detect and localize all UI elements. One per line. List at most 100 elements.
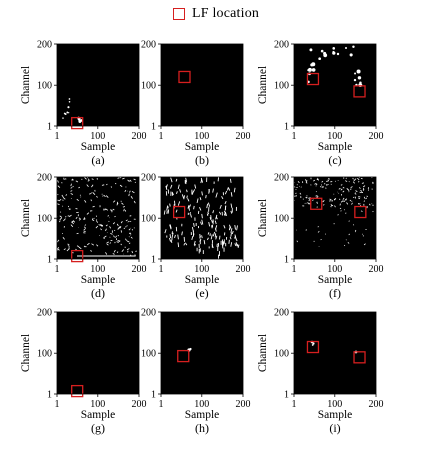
signal-stroke	[90, 249, 92, 252]
signal-stroke	[101, 184, 105, 186]
signal-stroke	[227, 187, 229, 191]
signal-stroke	[73, 220, 76, 223]
signal-stroke	[212, 188, 214, 193]
signal-stroke	[235, 242, 238, 247]
signal-stroke	[70, 183, 72, 187]
signal-stroke	[206, 203, 209, 209]
signal-stroke	[109, 226, 112, 229]
signal-stroke	[348, 220, 350, 222]
signal-stroke	[205, 195, 207, 199]
x-axis-label: Sample	[185, 141, 220, 153]
signal-stroke	[70, 190, 73, 192]
signal-stroke	[84, 199, 87, 203]
signal-point	[68, 98, 71, 100]
signal-point	[307, 68, 310, 72]
signal-stroke	[196, 198, 199, 204]
signal-stroke	[70, 224, 74, 228]
signal-stroke	[206, 237, 209, 241]
signal-point	[311, 344, 314, 346]
signal-stroke	[70, 187, 73, 189]
signal-point	[356, 69, 361, 74]
signal-stroke	[84, 177, 87, 180]
signal-stroke	[87, 180, 90, 182]
signal-stroke	[173, 200, 176, 206]
signal-stroke	[127, 220, 130, 223]
signal-stroke	[63, 248, 66, 250]
y-tick-label: 1	[151, 255, 156, 266]
signal-stroke	[194, 243, 196, 247]
signal-stroke	[189, 204, 191, 208]
signal-stroke	[116, 202, 119, 206]
x-axis-label: Sample	[318, 141, 353, 153]
signal-stroke	[107, 215, 110, 217]
lf-location-marker-icon	[173, 8, 185, 20]
signal-stroke	[229, 224, 231, 228]
signal-stroke	[115, 235, 117, 238]
signal-stroke	[121, 249, 125, 252]
signal-stroke	[358, 187, 361, 189]
signal-stroke	[191, 236, 194, 240]
signal-stroke	[329, 198, 332, 201]
signal-stroke	[164, 229, 167, 234]
x-tick-label: 200	[369, 399, 384, 410]
lf-location-marker	[353, 85, 366, 98]
lf-location-marker	[172, 205, 186, 219]
signal-stroke	[105, 252, 108, 255]
signal-stroke	[130, 220, 132, 223]
signal-stroke	[212, 231, 216, 237]
y-tick-label: 100	[141, 214, 156, 225]
signal-stroke	[349, 199, 352, 202]
signal-stroke	[354, 193, 357, 195]
signal-stroke	[105, 228, 107, 232]
signal-stroke	[117, 235, 120, 237]
signal-stroke	[236, 243, 239, 247]
x-tick-label: 100	[90, 264, 105, 275]
signal-stroke	[169, 224, 172, 230]
signal-point	[357, 76, 362, 80]
signal-stroke	[183, 195, 185, 200]
panel-c: 1 100 200 1 100 200 Sample Channel (c)	[257, 40, 384, 168]
signal-stroke	[166, 184, 168, 188]
signal-stroke	[129, 179, 132, 182]
signal-stroke	[123, 208, 125, 212]
signal-stroke	[223, 225, 226, 229]
signal-stroke	[128, 242, 131, 244]
signal-stroke	[234, 225, 236, 230]
signal-stroke	[230, 242, 233, 247]
signal-stroke	[215, 192, 218, 198]
signal-point	[68, 112, 70, 114]
panel-b: 1 100 200 1 100 200 Sample Channel (b)	[124, 40, 251, 168]
signal-stroke	[333, 197, 337, 201]
signal-stroke	[366, 195, 369, 197]
signal-stroke	[75, 216, 78, 219]
signal-stroke	[218, 211, 222, 215]
signal-stroke	[358, 196, 361, 198]
lf-location-marker	[177, 349, 190, 363]
y-tick-label: 200	[37, 308, 52, 319]
signal-stroke	[316, 202, 318, 204]
signal-stroke	[360, 210, 363, 212]
signal-stroke	[102, 195, 104, 197]
signal-stroke	[125, 219, 128, 222]
signal-point	[320, 49, 324, 53]
lf-location-marker	[178, 70, 191, 84]
signal-stroke	[110, 233, 113, 235]
y-tick-label: 100	[274, 81, 289, 92]
signal-stroke	[57, 248, 60, 251]
signal-stroke	[317, 230, 320, 233]
signal-stroke	[207, 232, 210, 235]
x-tick-label: 1	[159, 131, 164, 142]
panel-caption: (c)	[328, 153, 341, 167]
signal-stroke	[100, 223, 103, 226]
y-axis-label: Channel	[124, 334, 136, 372]
signal-stroke	[315, 183, 318, 186]
signal-stroke	[86, 184, 89, 188]
signal-stroke	[92, 217, 94, 221]
signal-stroke	[221, 196, 224, 200]
y-tick-label: 200	[37, 40, 52, 51]
signal-stroke	[307, 202, 310, 205]
signal-stroke	[214, 220, 217, 225]
signal-stroke	[95, 220, 98, 223]
signal-stroke	[321, 180, 324, 183]
y-axis-label: Channel	[257, 66, 269, 104]
